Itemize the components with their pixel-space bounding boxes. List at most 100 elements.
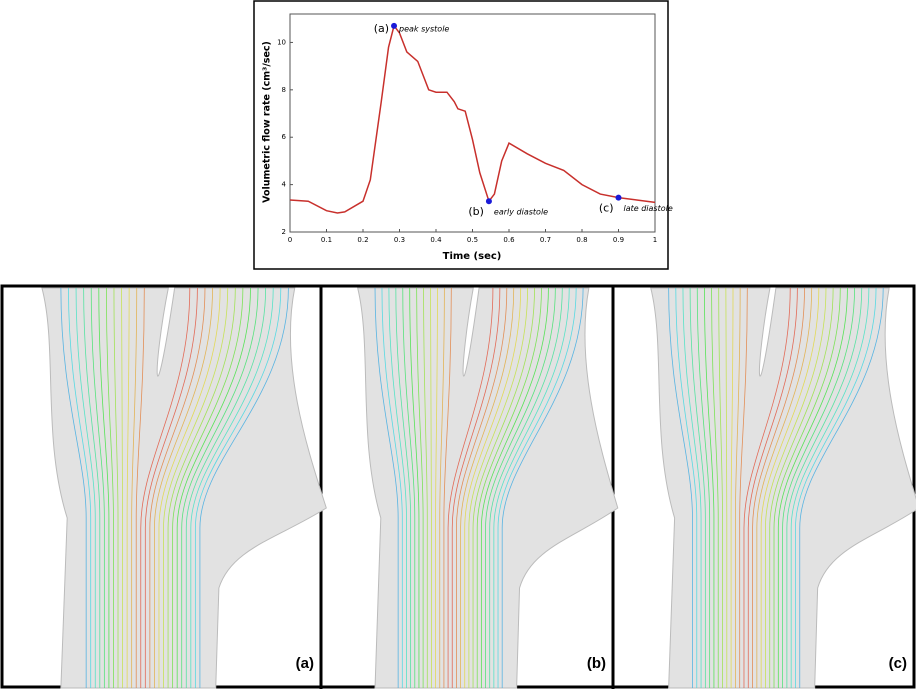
streamline — [497, 287, 577, 688]
streamline — [388, 287, 407, 688]
x-axis-label: Time (sec) — [443, 251, 502, 262]
y-tick-label: 4 — [282, 181, 287, 189]
x-tick-label: 1 — [653, 236, 657, 244]
streamline — [395, 287, 412, 688]
highlight-note: early diastole — [494, 208, 548, 217]
vessel — [650, 287, 916, 689]
streamline — [456, 287, 508, 688]
streamline — [725, 287, 728, 688]
streamline — [423, 287, 428, 688]
streamline — [468, 287, 529, 688]
streamline — [435, 287, 438, 688]
streamline — [98, 287, 110, 688]
highlight-point — [615, 194, 622, 201]
line — [289, 24, 656, 214]
streamline — [172, 287, 244, 688]
streamline — [485, 287, 556, 688]
streamline — [451, 287, 501, 688]
streamline — [416, 287, 424, 688]
streamline — [752, 287, 805, 688]
y-tick-label: 8 — [282, 86, 286, 94]
streamline — [131, 287, 138, 688]
streamline-panel: (a) — [41, 287, 327, 689]
streamline — [756, 287, 813, 688]
streamline — [199, 287, 289, 688]
streamline — [447, 287, 494, 688]
streamline — [675, 287, 698, 688]
streamline — [75, 287, 96, 688]
streamline — [149, 287, 206, 688]
streamline — [167, 287, 236, 688]
streamline — [190, 287, 274, 688]
streamline — [60, 287, 87, 688]
streamline — [795, 287, 877, 688]
streamline-panel: (b) — [357, 287, 619, 689]
streamline — [493, 287, 570, 688]
streamline — [181, 287, 259, 688]
streamline — [154, 287, 213, 688]
streamline — [140, 287, 191, 688]
streamline — [689, 287, 706, 688]
streamline — [668, 287, 693, 688]
streamline — [185, 287, 267, 688]
x-tick-label: 0.8 — [576, 236, 587, 244]
streamline — [777, 287, 848, 688]
streamline — [765, 287, 827, 688]
y-axis-label: Volumetric flow rate (cm³/sec) — [262, 41, 273, 203]
streamline — [409, 287, 420, 688]
streamline — [158, 287, 221, 688]
streamline-panel: (c) — [650, 287, 916, 689]
x-tick-label: 0.6 — [503, 236, 515, 244]
highlight-label: (a) — [374, 22, 389, 35]
panel-label: (b) — [587, 655, 606, 672]
streamline — [381, 287, 403, 688]
streamline — [68, 287, 92, 688]
panel-label: (a) — [296, 655, 314, 672]
streamline — [760, 287, 820, 688]
streamline — [430, 287, 432, 688]
panel-label: (c) — [889, 655, 907, 672]
y-tick-label: 2 — [282, 228, 286, 236]
streamline — [734, 287, 741, 688]
streamline — [730, 287, 734, 688]
streamline — [113, 287, 119, 688]
streamline — [786, 287, 863, 688]
x-tick-label: 0.7 — [540, 236, 551, 244]
streamline — [739, 287, 748, 688]
y-tick-label: 10 — [277, 38, 286, 46]
streamline — [443, 287, 452, 688]
streamline — [176, 287, 251, 688]
streamline — [464, 287, 522, 688]
chart-frame — [253, 0, 669, 270]
highlight-point — [391, 22, 398, 29]
streamline — [144, 287, 198, 688]
streamline — [743, 287, 791, 688]
streamline — [135, 287, 145, 688]
streamline — [782, 287, 855, 688]
streamline — [489, 287, 563, 688]
x-tick-label: 0.5 — [467, 236, 478, 244]
streamline — [718, 287, 723, 688]
streamline — [480, 287, 549, 688]
x-tick-label: 0.9 — [613, 236, 624, 244]
highlight-label: (b) — [468, 205, 484, 218]
streamline — [439, 287, 445, 688]
streamline — [83, 287, 101, 688]
streamline — [799, 287, 884, 688]
y-tick-label: 6 — [282, 133, 287, 141]
x-tick-label: 0.2 — [357, 236, 368, 244]
streamline — [682, 287, 702, 688]
x-tick-label: 0.4 — [430, 236, 442, 244]
streamline — [460, 287, 515, 688]
highlight-label: (c) — [599, 202, 614, 215]
streamline — [374, 287, 399, 688]
x-tick-label: 0.3 — [394, 236, 405, 244]
streamline — [501, 287, 584, 688]
streamline — [476, 287, 542, 688]
streamline — [711, 287, 719, 688]
streamline — [402, 287, 416, 688]
x-tick-label: 0 — [288, 236, 292, 244]
x-tick-label: 0.1 — [321, 236, 332, 244]
streamline — [126, 287, 130, 688]
